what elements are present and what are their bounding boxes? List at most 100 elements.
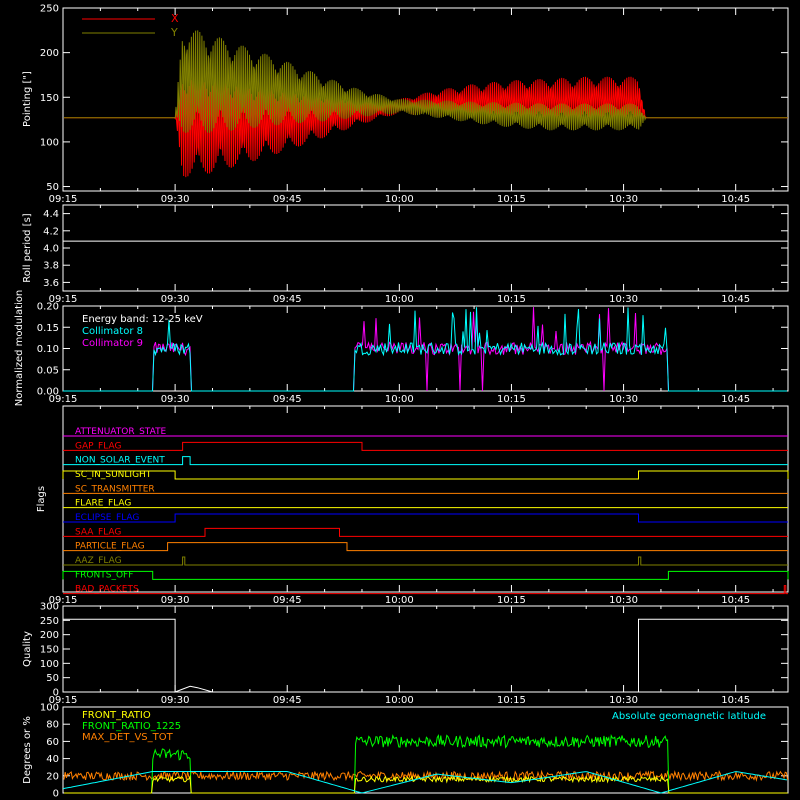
- y-tick-label: 4.4: [43, 209, 59, 220]
- pointing-ylabel: Pointing ["]: [22, 71, 33, 127]
- quality-line: [63, 618, 788, 693]
- y-tick-label: 0: [53, 688, 59, 699]
- flag-label: GAP_FLAG: [75, 441, 121, 451]
- x-tick-label: 09:15: [49, 595, 78, 606]
- pointing-xticks: 09:15 09:30 09:45 10:00 10:15 10:30 10:45: [49, 8, 774, 205]
- x-tick-label: 09:15: [49, 294, 78, 305]
- flag-label: ATTENUATOR_STATE: [75, 427, 167, 437]
- ratios-data: [62, 733, 789, 794]
- y-tick-label: 200: [40, 630, 59, 641]
- y-tick-label: 0.20: [37, 302, 59, 313]
- quality-ylabel: Quality: [22, 631, 33, 667]
- y-tick-label: 300: [40, 602, 59, 613]
- x-tick-label: 09:30: [161, 695, 190, 706]
- y-tick-label: 50: [46, 182, 59, 193]
- quality-yticks: 0 50 100 150 200 250 300: [40, 602, 788, 699]
- x-tick-label: 09:45: [273, 595, 302, 606]
- flag-label: SAA_FLAG: [75, 527, 121, 537]
- flag-label: PARTICLE_FLAG: [75, 542, 145, 552]
- y-tick-label: 150: [40, 93, 59, 104]
- legend-collimator-8: Collimator 8: [82, 326, 143, 337]
- flag-label: NON_SOLAR_EVENT: [75, 456, 165, 466]
- modulation-ylabel: Normalized modulation: [14, 290, 25, 407]
- x-tick-label: 09:30: [161, 194, 190, 205]
- x-tick-label: 10:00: [385, 194, 414, 205]
- series-collimator-8: [63, 307, 787, 392]
- modulation-xticks: 09:15 09:30 09:45 10:00 10:15 10:30 10:45: [49, 306, 774, 405]
- pointing-frame: [62, 7, 789, 192]
- ratios-frame: [62, 706, 789, 794]
- latitude-annotation: Absolute geomagnetic latitude: [612, 711, 766, 722]
- series-collimator-9: [63, 307, 787, 392]
- legend-front-ratio: FRONT_RATIO: [82, 710, 151, 721]
- x-tick-label: 09:45: [273, 194, 302, 205]
- ratios-ylabel: Degrees or %: [22, 716, 33, 784]
- x-tick-label: 10:30: [609, 695, 638, 706]
- y-tick-label: 3.8: [43, 261, 59, 272]
- y-tick-label: 100: [40, 137, 59, 148]
- flag-label: BAD_PACKETS: [75, 585, 139, 595]
- legend-collimator-9: Collimator 9: [82, 338, 143, 349]
- flag-line: [63, 513, 788, 523]
- y-tick-label: 0.05: [37, 365, 59, 376]
- y-tick-label: 250: [40, 616, 59, 627]
- flags-panel: Flags 09:15 09:30 09:45 10:00 10:15 10:30 10:4…: [36, 405, 789, 606]
- x-tick-label: 09:30: [161, 394, 190, 405]
- roll-yticks: 3.6 3.8 4.0 4.2 4.4: [43, 209, 788, 289]
- flags-xticks: 09:15 09:30 09:45 10:00 10:15 10:30 10:45: [49, 406, 774, 606]
- quality-panel: Quality 0 50 100 150 200 250 300 09:15 09:30 09:…: [22, 602, 789, 706]
- x-tick-label: 10:15: [497, 194, 526, 205]
- y-tick-label: 0.15: [37, 323, 59, 334]
- y-tick-label: 0.10: [37, 344, 59, 355]
- flag-label: FRONTS_OFF: [75, 570, 133, 580]
- x-tick-label: 10:30: [609, 394, 638, 405]
- series-y: [64, 30, 788, 133]
- y-tick-label: 100: [40, 659, 59, 670]
- flag-label: ECLIPSE_FLAG: [75, 513, 139, 523]
- y-tick-label: 40: [46, 754, 59, 765]
- x-tick-label: 09:30: [161, 294, 190, 305]
- legend-max-det-vs-tot: MAX_DET_VS_TOT: [82, 732, 174, 743]
- x-tick-label: 10:15: [497, 695, 526, 706]
- x-tick-label: 10:45: [721, 394, 750, 405]
- modulation-annotation: Energy band: 12-25 keV: [82, 314, 203, 325]
- y-tick-label: 3.6: [43, 278, 59, 289]
- flag-line: [62, 570, 789, 580]
- y-tick-label: 4.0: [43, 244, 59, 255]
- modulation-panel: Normalized modulation 0.00 0.05 0.10 0.15 0.…: [14, 290, 789, 407]
- y-tick-label: 80: [46, 720, 59, 731]
- y-tick-label: 50: [46, 673, 59, 684]
- x-tick-label: 10:00: [385, 595, 414, 606]
- y-tick-label: 100: [40, 703, 59, 714]
- x-tick-label: 09:45: [273, 294, 302, 305]
- flags-data: ATTENUATOR_STATE GAP_FLAG NON_SOLAR_EVENT S…: [62, 427, 789, 595]
- y-tick-label: 0.00: [37, 387, 59, 398]
- pointing-data: [64, 30, 788, 178]
- series-latitude: [62, 771, 788, 794]
- roll-xticks: 09:15 09:30 09:45 10:00 10:15 10:30 10:45: [49, 205, 774, 305]
- flag-line: [63, 556, 788, 566]
- series-front-ratio-1225: [64, 733, 788, 794]
- quality-data: [63, 618, 788, 693]
- flags-ylabel: Flags: [36, 486, 47, 512]
- legend-y-label: Y: [170, 26, 178, 39]
- x-tick-label: 10:45: [721, 194, 750, 205]
- roll-panel: Roll period [s] 3.63.84.04.24.4 09:15 09:…: [22, 204, 789, 305]
- flag-label: SC_TRANSMITTER: [75, 484, 155, 494]
- y-tick-label: 200: [40, 48, 59, 59]
- flag-label: FLARE_FLAG: [75, 499, 131, 509]
- series-front-ratio: [64, 774, 788, 794]
- flag-line: [63, 527, 788, 537]
- x-tick-label: 10:30: [609, 595, 638, 606]
- x-tick-label: 10:45: [721, 695, 750, 706]
- x-tick-label: 09:15: [49, 695, 78, 706]
- flag-label: AAZ_FLAG: [75, 556, 122, 566]
- y-tick-label: 250: [40, 4, 59, 15]
- y-tick-label: 150: [40, 645, 59, 656]
- x-tick-label: 10:30: [609, 294, 638, 305]
- flag-label: SC_IN_SUNLIGHT: [75, 470, 152, 480]
- legend-front-ratio-1225: FRONT_RATIO_1225: [82, 721, 181, 732]
- x-tick-label: 09:45: [273, 695, 302, 706]
- y-tick-label: 20: [46, 771, 59, 782]
- flag-line: [62, 470, 789, 480]
